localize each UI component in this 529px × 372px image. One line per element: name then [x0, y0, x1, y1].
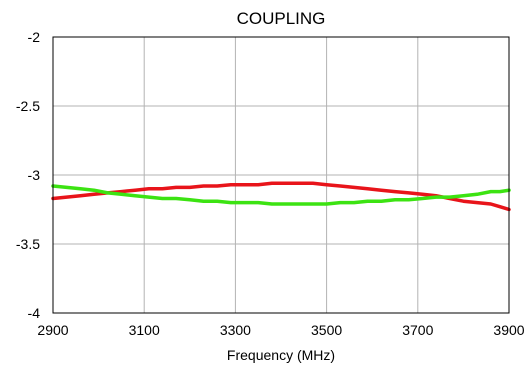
grid-lines [53, 37, 509, 313]
y-tick-label: -4 [28, 305, 41, 321]
x-tick-label: 2900 [37, 322, 68, 338]
y-tick-label: -3 [28, 167, 41, 183]
x-tick-label: 3300 [220, 322, 251, 338]
y-tick-label: -2.5 [16, 98, 40, 114]
y-tick-labels: -2 -2.5 -3 -3.5 -4 [16, 29, 40, 321]
x-tick-label: 3100 [129, 322, 160, 338]
y-tick-label: -3.5 [16, 236, 40, 252]
chart-title: COUPLING [237, 9, 326, 28]
y-tick-label: -2 [28, 29, 41, 45]
x-tick-label: 3900 [493, 322, 524, 338]
x-tick-labels: 2900 3100 3300 3500 3700 3900 [37, 322, 524, 338]
x-tick-label: 3700 [402, 322, 433, 338]
x-axis-label: Frequency (MHz) [227, 347, 335, 363]
plot-border [52, 36, 510, 314]
series-line-2 [51, 184, 511, 206]
x-tick-label: 3500 [311, 322, 342, 338]
series-lines [51, 181, 511, 212]
